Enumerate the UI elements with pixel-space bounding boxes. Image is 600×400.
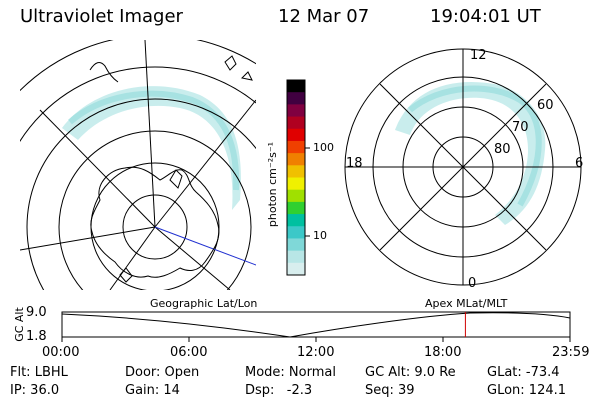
geo-caption: Geographic Lat/Lon <box>150 297 258 310</box>
colorbar-stop <box>287 165 305 178</box>
colorbar-stop <box>287 177 305 191</box>
info-dsp: Dsp: -2.3 <box>245 383 313 398</box>
time-tick-0600: 06:00 <box>170 345 208 360</box>
alt-tick-1-8: 1.8 <box>26 329 47 344</box>
info-gc-alt: GC Alt: 9.0 Re <box>365 365 456 380</box>
colorbar-stop <box>287 238 305 252</box>
info-flt: Flt: LBHL <box>10 365 68 380</box>
colorbar-stop <box>287 140 305 154</box>
colorbar-stop <box>287 92 305 105</box>
colorbar-tick-100: 100 <box>313 141 334 154</box>
colorbar-stop <box>287 250 305 264</box>
apex-caption: Apex MLat/MLT <box>425 297 508 310</box>
time-tick-0000: 00:00 <box>42 345 80 360</box>
apex-map <box>344 48 582 286</box>
date-label: 12 Mar 07 <box>278 6 370 27</box>
info-ip: IP: 36.0 <box>10 383 60 398</box>
colorbar-stop <box>287 214 305 227</box>
mlt-label-6: 6 <box>575 156 584 171</box>
mlt-label-18: 18 <box>346 156 363 171</box>
time-tick-2359: 23:59 <box>552 345 590 360</box>
info-mode: Mode: Normal <box>245 365 336 380</box>
colorbar <box>286 79 310 276</box>
instrument-title: Ultraviolet Imager <box>20 6 183 27</box>
mlt-label-0: 0 <box>468 276 477 291</box>
colorbar-unit-label: photon cm⁻²s⁻¹ <box>266 141 280 228</box>
info-glat: GLat: -73.4 <box>487 365 560 380</box>
colorbar-tick-10: 10 <box>313 229 327 242</box>
mlat-label-80: 80 <box>494 142 511 157</box>
info-door: Door: Open <box>125 365 200 380</box>
coastline-south-america <box>89 62 119 83</box>
alt-tick-9: 9.0 <box>26 305 47 320</box>
colorbar-stop <box>287 80 305 93</box>
info-glon: GLon: 124.1 <box>487 383 567 398</box>
info-gain: Gain: 14 <box>125 383 180 398</box>
colorbar-stop <box>287 226 305 239</box>
colorbar-stop <box>287 201 305 215</box>
info-seq: Seq: 39 <box>365 383 415 398</box>
colorbar-stop <box>287 262 305 276</box>
coastline-antarctica <box>90 166 220 278</box>
mlt-label-12: 12 <box>470 48 487 63</box>
geo-aurora-band <box>62 86 241 210</box>
time-tick-1200: 12:00 <box>297 345 335 360</box>
colorbar-stop <box>287 189 305 203</box>
colorbar-stop <box>287 153 305 166</box>
mlat-label-60: 60 <box>537 98 554 113</box>
geo-noon-line <box>154 226 256 266</box>
gc-alt-axis-label: GC Alt <box>12 307 26 342</box>
colorbar-stop <box>287 128 305 142</box>
mlat-label-70: 70 <box>512 120 529 135</box>
time-tick-1800: 18:00 <box>424 345 462 360</box>
colorbar-stop <box>287 116 305 130</box>
colorbar-stop <box>287 104 305 118</box>
altitude-strip <box>61 311 571 342</box>
altitude-curve <box>61 312 571 338</box>
geographic-map <box>20 40 256 290</box>
time-label: 19:04:01 UT <box>430 6 541 27</box>
